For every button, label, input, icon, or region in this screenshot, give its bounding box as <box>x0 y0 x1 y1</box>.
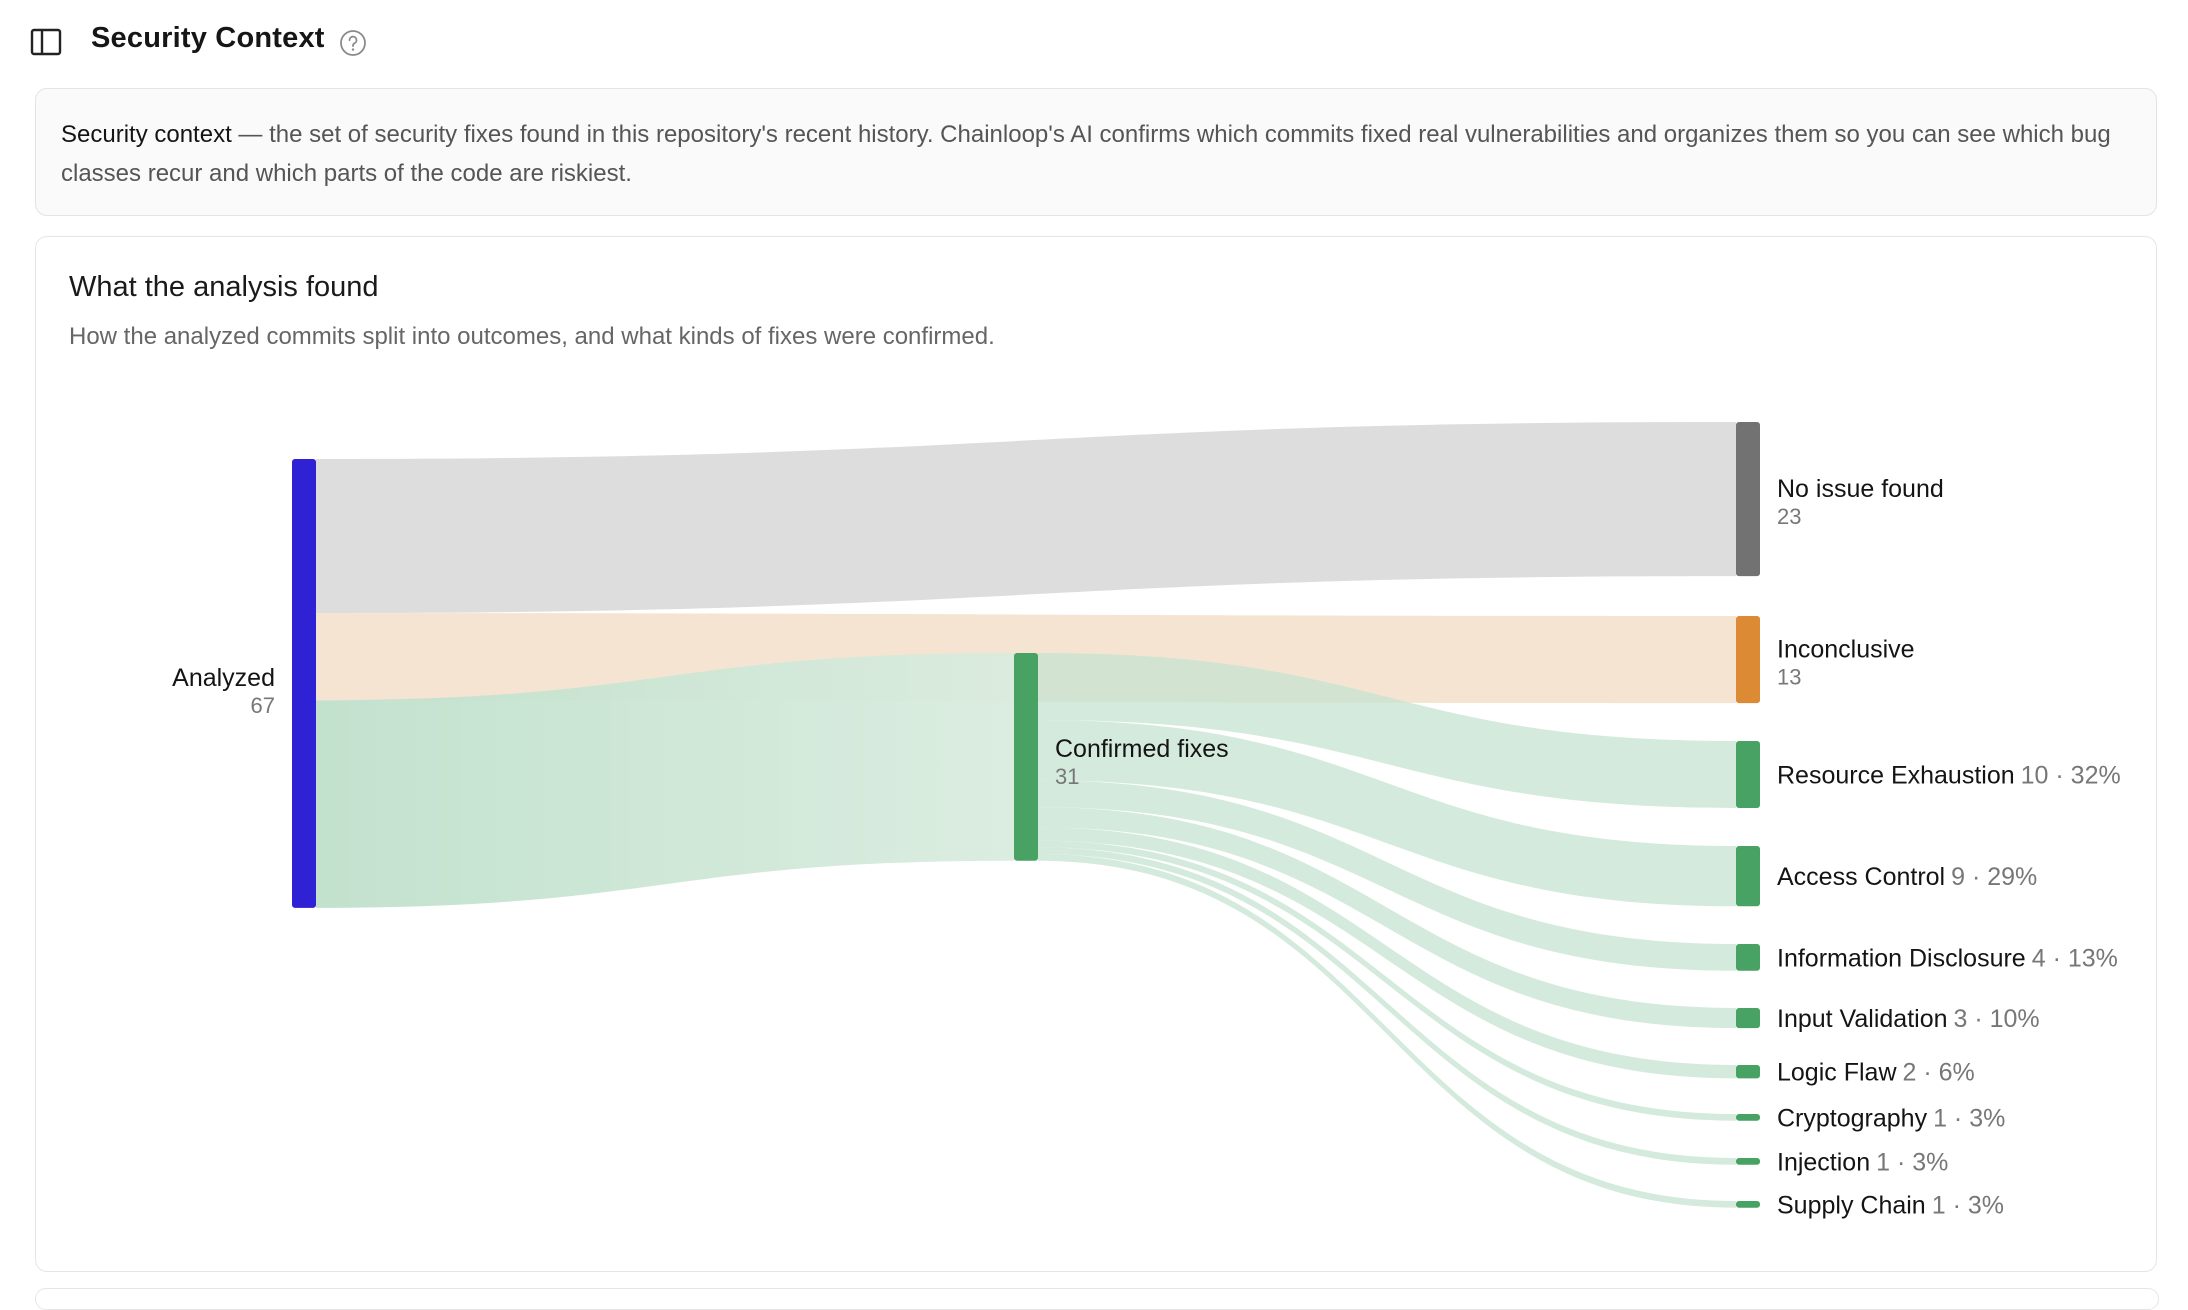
category-label-logic-flaw: Logic Flaw 2 · 6% <box>1777 1059 1975 1087</box>
intro-description: Security context — the set of security f… <box>35 88 2157 216</box>
inconclusive-value: 13 <box>1777 665 1801 690</box>
no-issue-found-value: 23 <box>1777 504 1801 529</box>
sidebar-panel-icon[interactable] <box>30 28 62 56</box>
question-circle-icon[interactable] <box>339 29 367 57</box>
node-access-control <box>1736 846 1760 907</box>
link-confirmed-cryptography <box>1038 840 1736 1121</box>
inconclusive-label: Inconclusive <box>1777 636 1915 664</box>
category-name: Supply Chain <box>1777 1191 1926 1219</box>
category-name: Information Disclosure <box>1777 944 2026 972</box>
link-analyzed-confirmed-fixes <box>316 653 1014 908</box>
header-bar: Security Context <box>0 0 2188 84</box>
confirmed-fixes-value: 31 <box>1055 764 1079 789</box>
link-confirmed-resource-exhaustion <box>1038 653 1736 808</box>
category-name: Access Control <box>1777 863 1945 891</box>
node-input-validation <box>1736 1008 1760 1029</box>
analyzed-value: 67 <box>251 693 275 718</box>
intro-term: Security context <box>61 121 232 148</box>
category-name: Resource Exhaustion <box>1777 762 2015 790</box>
card-title: What the analysis found <box>69 271 379 303</box>
link-confirmed-supply-chain <box>1038 854 1736 1208</box>
link-confirmed-access-control <box>1038 720 1736 907</box>
analyzed-label: Analyzed <box>172 664 275 692</box>
link-confirmed-information-disclosure <box>1038 780 1736 971</box>
node-information-disclosure <box>1736 944 1760 971</box>
node-inconclusive <box>1736 616 1760 704</box>
link-confirmed-injection <box>1038 847 1736 1165</box>
category-label-resource-exhaustion: Resource Exhaustion 10 · 32% <box>1777 762 2121 790</box>
page-title: Security Context <box>91 22 325 54</box>
link-confirmed-input-validation <box>1038 807 1736 1029</box>
category-label-supply-chain: Supply Chain 1 · 3% <box>1777 1191 2004 1219</box>
node-confirmed-fixes <box>1014 653 1038 861</box>
category-meta: 1 · 3% <box>1933 1104 2005 1132</box>
category-meta: 1 · 3% <box>1932 1191 2004 1219</box>
category-meta: 4 · 13% <box>2032 944 2118 972</box>
category-name: Logic Flaw <box>1777 1059 1897 1087</box>
link-analyzed-no-issue-found <box>316 422 1736 614</box>
confirmed-fixes-label: Confirmed fixes <box>1055 735 1229 763</box>
category-label-cryptography: Cryptography 1 · 3% <box>1777 1104 2005 1132</box>
intro-text: — the set of security fixes found in thi… <box>61 121 2111 187</box>
node-no-issue-found <box>1736 422 1760 577</box>
category-meta: 3 · 10% <box>1954 1005 2040 1033</box>
category-meta: 1 · 3% <box>1876 1148 1948 1176</box>
node-cryptography <box>1736 1114 1760 1121</box>
no-issue-found-label: No issue found <box>1777 475 1944 503</box>
node-analyzed <box>292 459 316 908</box>
node-injection <box>1736 1158 1760 1165</box>
node-resource-exhaustion <box>1736 741 1760 808</box>
category-label-input-validation: Input Validation 3 · 10% <box>1777 1005 2040 1033</box>
category-label-information-disclosure: Information Disclosure 4 · 13% <box>1777 944 2118 972</box>
category-meta: 10 · 32% <box>2021 762 2121 790</box>
next-card <box>35 1288 2159 1310</box>
category-name: Cryptography <box>1777 1104 1928 1132</box>
category-label-injection: Injection 1 · 3% <box>1777 1148 1948 1176</box>
node-logic-flaw <box>1736 1065 1760 1079</box>
category-name: Injection <box>1777 1148 1870 1176</box>
category-meta: 2 · 6% <box>1903 1059 1975 1087</box>
card-subtitle: How the analyzed commits split into outc… <box>69 323 995 350</box>
node-supply-chain <box>1736 1201 1760 1208</box>
category-meta: 9 · 29% <box>1951 863 2037 891</box>
category-label-access-control: Access Control 9 · 29% <box>1777 863 2037 891</box>
link-confirmed-logic-flaw <box>1038 827 1736 1079</box>
category-name: Input Validation <box>1777 1005 1948 1033</box>
